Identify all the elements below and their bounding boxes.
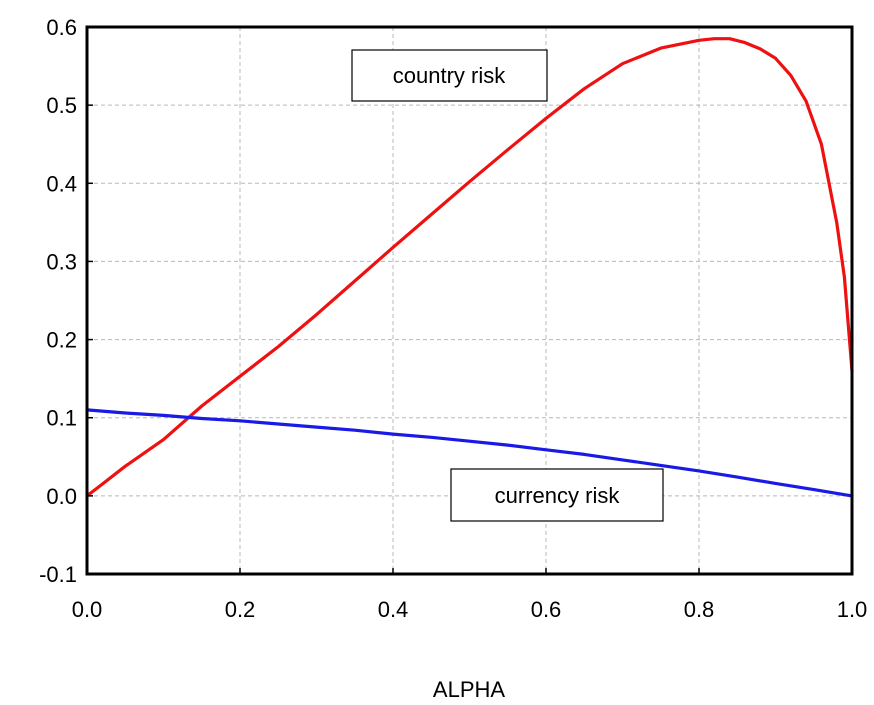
currency-risk-annotation-text: currency risk xyxy=(495,483,621,508)
tick-marks xyxy=(86,26,853,575)
x-tick-labels: 0.0 0.2 0.4 0.6 0.8 1.0 xyxy=(72,597,868,622)
series-line-country-risk xyxy=(85,37,854,498)
y-tick-label: 0.1 xyxy=(46,406,77,431)
y-tick-label: 0.5 xyxy=(46,93,77,118)
series-layer xyxy=(85,37,854,498)
x-tick-label: 1.0 xyxy=(837,597,868,622)
y-tick-label: 0.4 xyxy=(46,171,77,196)
x-tick-label: 0.0 xyxy=(72,597,103,622)
y-tick-labels: -0.1 0.0 0.1 0.2 0.3 0.4 0.5 0.6 xyxy=(39,15,77,587)
x-tick-label: 0.8 xyxy=(684,597,715,622)
x-tick-label: 0.4 xyxy=(378,597,409,622)
country-risk-annotation: country risk xyxy=(351,49,548,102)
x-tick-label: 0.2 xyxy=(225,597,256,622)
plot-frame xyxy=(85,25,854,576)
currency-risk-annotation: currency risk xyxy=(450,468,664,522)
currency-risk-annotation-box xyxy=(450,468,664,522)
series-line-currency-risk xyxy=(85,408,854,498)
y-tick-label: 0.0 xyxy=(46,484,77,509)
y-tick-label: -0.1 xyxy=(39,562,77,587)
x-tick-label: 0.6 xyxy=(531,597,562,622)
x-axis-title: ALPHA xyxy=(433,677,505,702)
country-risk-annotation-box xyxy=(351,49,548,102)
y-tick-label: 0.3 xyxy=(46,249,77,274)
y-tick-label: 0.6 xyxy=(46,15,77,40)
country-risk-annotation-text: country risk xyxy=(393,63,506,88)
y-tick-label: 0.2 xyxy=(46,328,77,353)
